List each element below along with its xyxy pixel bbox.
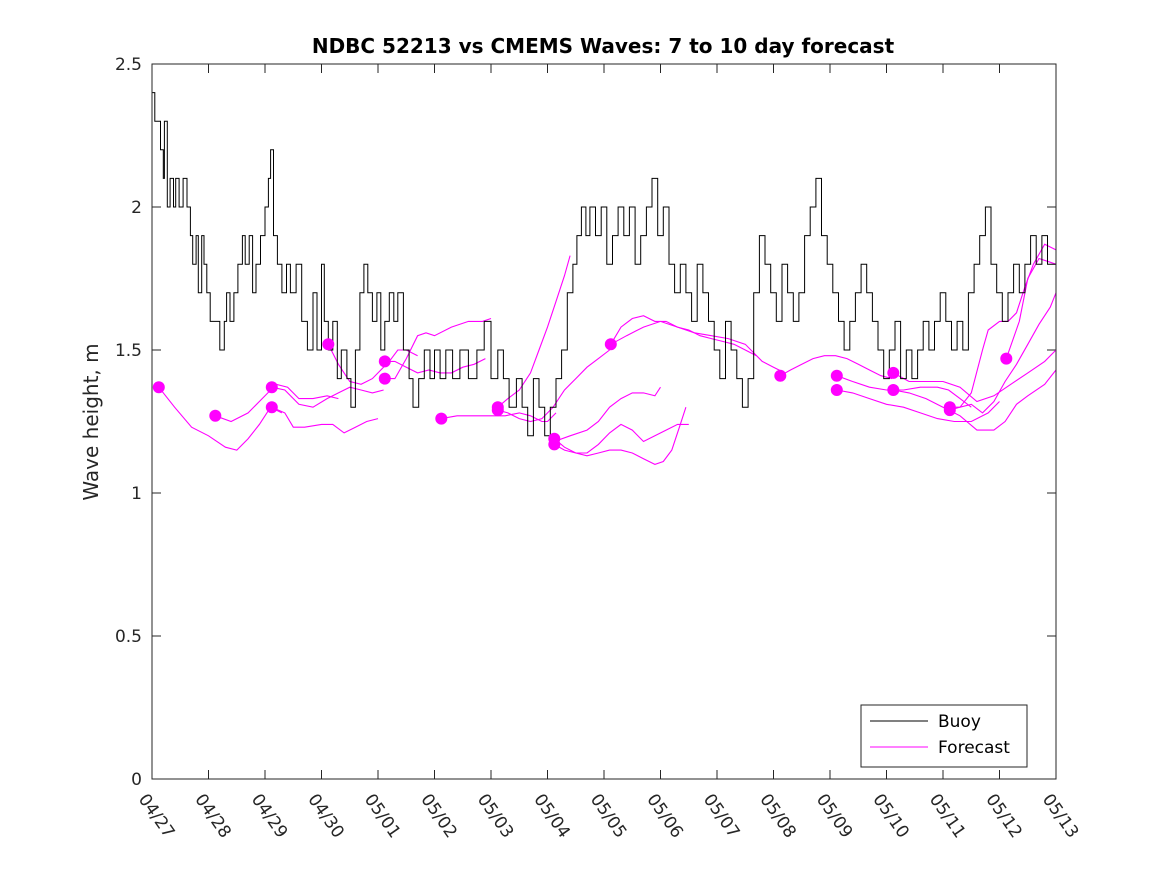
forecast-start-marker [1000,352,1013,365]
forecast-start-marker [548,438,561,451]
forecast-series-line [271,406,379,434]
forecast-series-line [327,344,418,385]
plot-area [152,92,1056,465]
forecast-start-marker [830,384,843,396]
forecast-series-line [780,355,893,380]
forecast-start-marker [604,338,617,351]
y-tick-labels: 0 0.5 1 1.5 2 2.5 [115,55,142,790]
forecast-start-marker [435,412,448,425]
forecast-start-marker [943,404,956,417]
forecast-lines [158,243,1056,465]
forecast-series-line [836,389,1000,423]
y-tick-label: 1 [131,484,142,504]
forecast-series-line [949,292,1056,414]
forecast-start-marker [209,409,222,422]
forecast-start-marker [491,404,504,417]
y-tick-label: 0.5 [115,627,142,647]
forecast-series-line [836,375,972,408]
forecast-start-marker [830,369,843,382]
buoy-series-line [152,92,1056,437]
forecast-start-marker [152,381,165,394]
forecast-series-line [554,386,661,443]
forecast-series-line [215,383,339,423]
y-tick-label: 2 [131,198,142,218]
forecast-start-marker [887,366,900,379]
forecast-start-marker [774,369,787,382]
forecast-series-line [271,386,384,408]
buoy-line [152,92,1056,437]
forecast-markers [152,338,1013,451]
chart-title: NDBC 52213 vs CMEMS Waves: 7 to 10 day f… [312,34,895,58]
legend-box [860,704,1028,768]
legend: Buoy Forecast [860,704,1028,768]
forecast-series-line [610,320,786,374]
forecast-series-line [384,317,492,380]
forecast-start-marker [378,355,391,368]
y-tick-label: 2.5 [115,55,142,75]
forecast-series-line [893,349,1056,403]
forecast-series-line [554,423,689,454]
forecast-series-line [893,369,1056,431]
plot-frame [151,63,1057,780]
y-axis-label: Wave height, m [79,343,103,500]
forecast-start-marker [265,381,278,394]
y-tick-label: 1.5 [115,341,142,361]
forecast-series-line [497,255,571,408]
legend-forecast-label: Forecast [938,738,1010,758]
forecast-start-marker [265,401,278,414]
legend-buoy-label: Buoy [938,712,981,732]
forecast-series-line [158,386,283,451]
forecast-start-marker [378,372,391,385]
forecast-start-marker [322,338,335,351]
forecast-series-line [1005,257,1056,359]
y-tick-label: 0 [131,770,142,790]
forecast-start-marker [887,384,900,396]
